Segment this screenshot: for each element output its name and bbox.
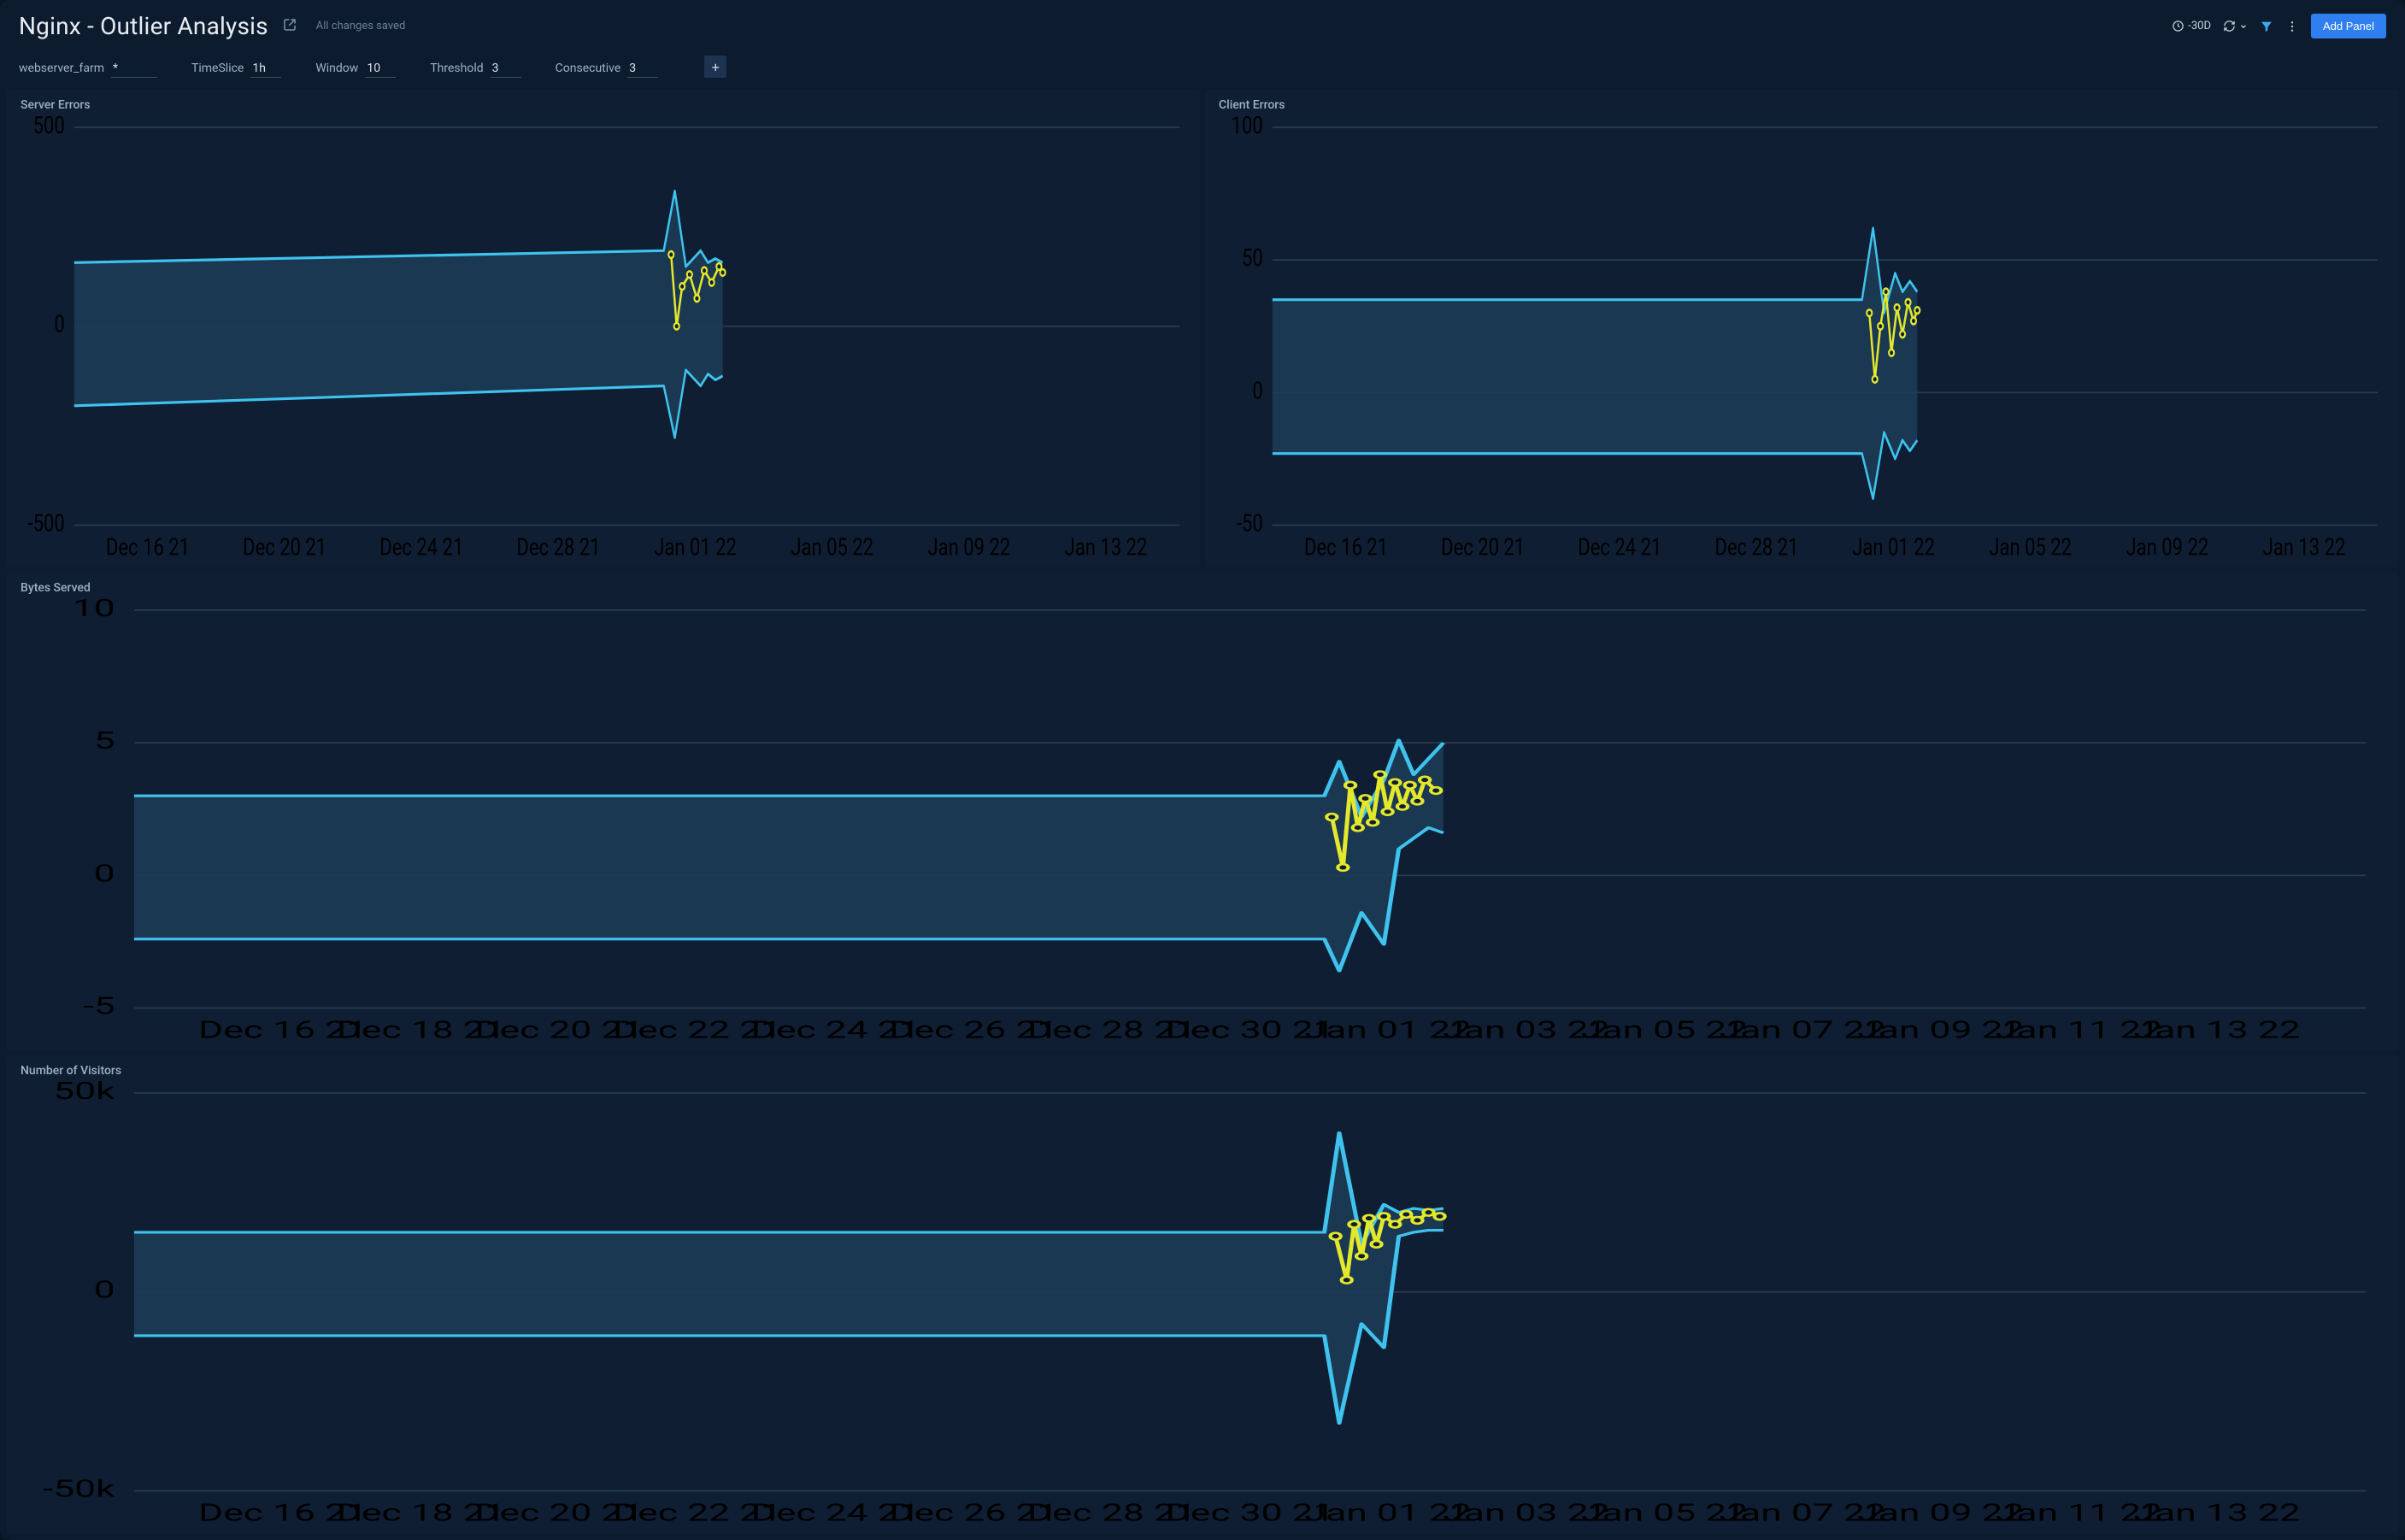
filter-label: Window [315,62,358,75]
filter-consecutive[interactable]: Consecutive 3 [556,62,659,78]
filter-timeslice[interactable]: TimeSlice 1h [191,62,281,78]
filter-label: webserver_farm [19,62,104,75]
time-range-button[interactable]: -30D [2172,20,2211,32]
header: Nginx - Outlier Analysis All changes sav… [2,2,2403,47]
dashboard-app: Nginx - Outlier Analysis All changes sav… [0,0,2405,1540]
chart[interactable]: -50510Dec 16 21Dec 18 21Dec 20 21Dec 22 … [15,598,2390,1047]
chart[interactable]: -50050100Dec 16 21Dec 20 21Dec 24 21Dec … [1214,115,2390,564]
header-controls: -30D Add Panel [2172,14,2386,38]
filter-label: TimeSlice [191,62,244,75]
panel-visitors: Number of Visitors -50k050kDec 16 21Dec 1… [7,1055,2398,1533]
filter-button[interactable] [2260,20,2273,33]
filter-value[interactable]: * [111,62,157,78]
filter-value[interactable]: 3 [491,62,521,78]
filter-value[interactable]: 10 [365,62,396,78]
panel-client_errors: Client Errors -50050100Dec 16 21Dec 20 21… [1205,90,2398,567]
filter-threshold[interactable]: Threshold 3 [430,62,520,78]
chart[interactable]: -5000500Dec 16 21Dec 20 21Dec 24 21Dec 2… [15,115,1191,564]
add-filter-button[interactable]: + [704,56,726,78]
filter-value[interactable]: 3 [627,62,658,78]
panel-title: Client Errors [1214,98,2390,112]
time-range-label: -30D [2188,20,2211,32]
chart[interactable]: -50k050kDec 16 21Dec 18 21Dec 20 21Dec 2… [15,1081,2390,1530]
more-button[interactable] [2285,20,2299,33]
filter-webserver_farm[interactable]: webserver_farm * [19,62,157,78]
refresh-button[interactable] [2223,20,2248,32]
panel-server_errors: Server Errors -5000500Dec 16 21Dec 20 21D… [7,90,1200,567]
refresh-icon [2223,20,2236,32]
filter-label: Consecutive [556,62,621,75]
page-title: Nginx - Outlier Analysis [19,12,268,40]
chevron-down-icon [2239,22,2248,31]
filter-label: Threshold [430,62,483,75]
panel-bytes_served: Bytes Served -50510Dec 16 21Dec 18 21Dec … [7,573,2398,1050]
panels-grid: Server Errors -5000500Dec 16 21Dec 20 21D… [2,90,2403,1538]
panel-title: Number of Visitors [15,1064,2390,1078]
panel-title: Bytes Served [15,581,2390,595]
filter-value[interactable]: 1h [250,62,281,78]
filter-icon [2260,20,2273,33]
panel-title: Server Errors [15,98,1191,112]
clock-icon [2172,20,2184,32]
share-icon[interactable] [282,17,297,36]
add-panel-button[interactable]: Add Panel [2311,14,2386,38]
filter-window[interactable]: Window 10 [315,62,396,78]
save-status: All changes saved [316,20,406,32]
filter-bar: webserver_farm * TimeSlice 1h Window 10 Thresh… [2,47,2403,90]
more-vertical-icon [2285,20,2299,33]
